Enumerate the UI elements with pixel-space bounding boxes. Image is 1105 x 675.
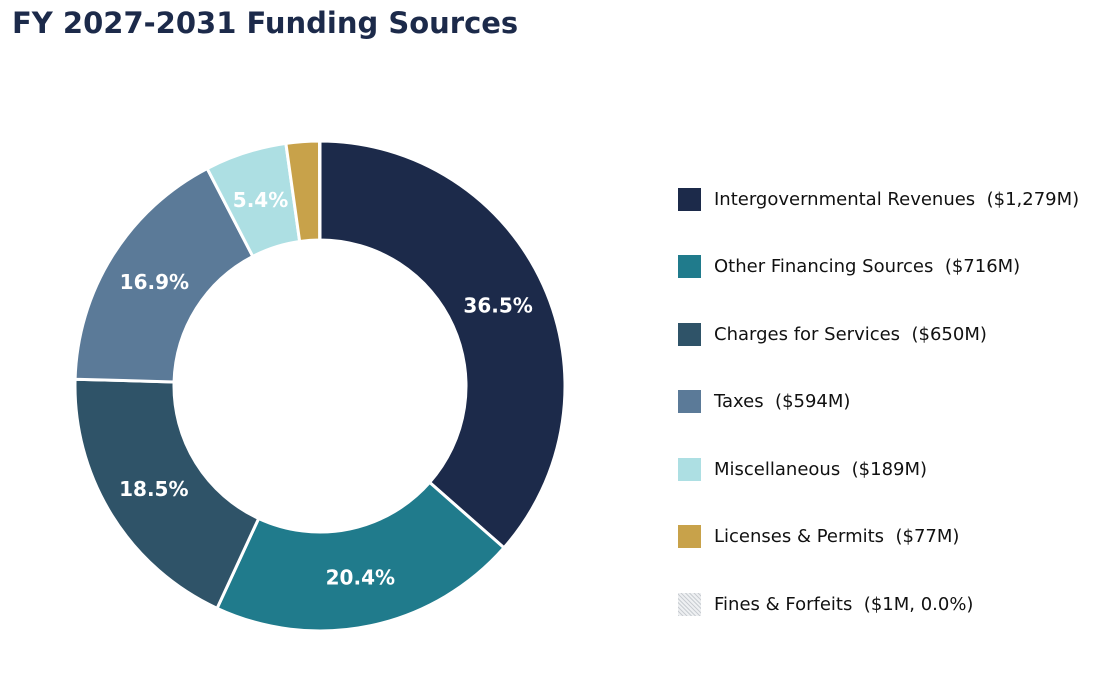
legend-swatch-taxes <box>678 390 701 413</box>
slice-charges-for-services <box>73 377 261 610</box>
slice-label-miscellaneous: 5.4% <box>233 188 288 212</box>
legend-label-licenses-permits: Licenses & Permits ($77M) <box>714 526 960 547</box>
legend-label-taxes: Taxes ($594M) <box>714 391 851 412</box>
legend-item-other-financing-sources: Other Financing Sources ($716M) <box>678 251 1079 283</box>
legend-item-miscellaneous: Miscellaneous ($189M) <box>678 453 1079 485</box>
slice-label-intergovernmental-revenues: 36.5% <box>463 293 532 317</box>
legend-item-fines-forfeits: Fines & Forfeits ($1M, 0.0%) <box>678 588 1079 620</box>
legend-item-charges-for-services: Charges for Services ($650M) <box>678 318 1079 350</box>
chart-title: FY 2027-2031 Funding Sources <box>12 6 519 40</box>
legend-label-charges-for-services: Charges for Services ($650M) <box>714 323 987 345</box>
donut-chart: 36.5% 20.4% 18.5% 16.9% 5.4% <box>73 139 567 633</box>
legend-swatch-licenses-permits <box>678 525 701 548</box>
legend-label-other-financing-sources: Other Financing Sources ($716M) <box>714 256 1021 277</box>
slice-label-taxes: 16.9% <box>120 270 189 294</box>
legend-swatch-charges-for-services <box>678 322 701 346</box>
legend-label-miscellaneous: Miscellaneous ($189M) <box>714 458 928 480</box>
legend-label-intergovernmental-revenues: Intergovernmental Revenues ($1,279M) <box>714 188 1080 210</box>
slice-label-other-financing-sources: 20.4% <box>326 565 395 589</box>
legend-item-intergovernmental-revenues: Intergovernmental Revenues ($1,279M) <box>678 183 1079 215</box>
legend-swatch-fines-forfeits <box>678 592 701 616</box>
slice-other-financing-sources <box>215 480 506 633</box>
legend-swatch-other-financing-sources <box>678 255 701 278</box>
legend-item-licenses-permits: Licenses & Permits ($77M) <box>678 521 1079 553</box>
slice-label-charges-for-services: 18.5% <box>119 477 188 501</box>
legend-swatch-miscellaneous <box>678 457 701 481</box>
legend-item-taxes: Taxes ($594M) <box>678 386 1079 418</box>
legend-label-fines-forfeits: Fines & Forfeits ($1M, 0.0%) <box>714 593 974 615</box>
slice-intergovernmental-revenues <box>318 139 567 550</box>
legend-swatch-intergovernmental-revenues <box>678 187 701 211</box>
chart-legend: Intergovernmental Revenues ($1,279M) Othe… <box>678 183 1079 656</box>
